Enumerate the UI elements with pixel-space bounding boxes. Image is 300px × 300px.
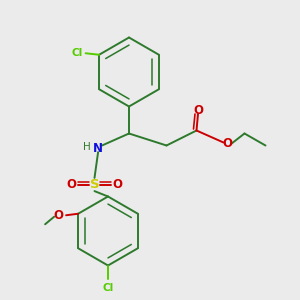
Text: H: H xyxy=(83,142,91,152)
Text: Cl: Cl xyxy=(72,48,83,58)
Text: O: O xyxy=(193,104,203,117)
Text: O: O xyxy=(53,209,63,222)
Text: O: O xyxy=(66,178,76,191)
Text: N: N xyxy=(93,142,103,155)
Text: O: O xyxy=(112,178,123,191)
Text: O: O xyxy=(222,137,232,150)
Text: S: S xyxy=(90,178,99,191)
Text: Cl: Cl xyxy=(102,283,114,292)
